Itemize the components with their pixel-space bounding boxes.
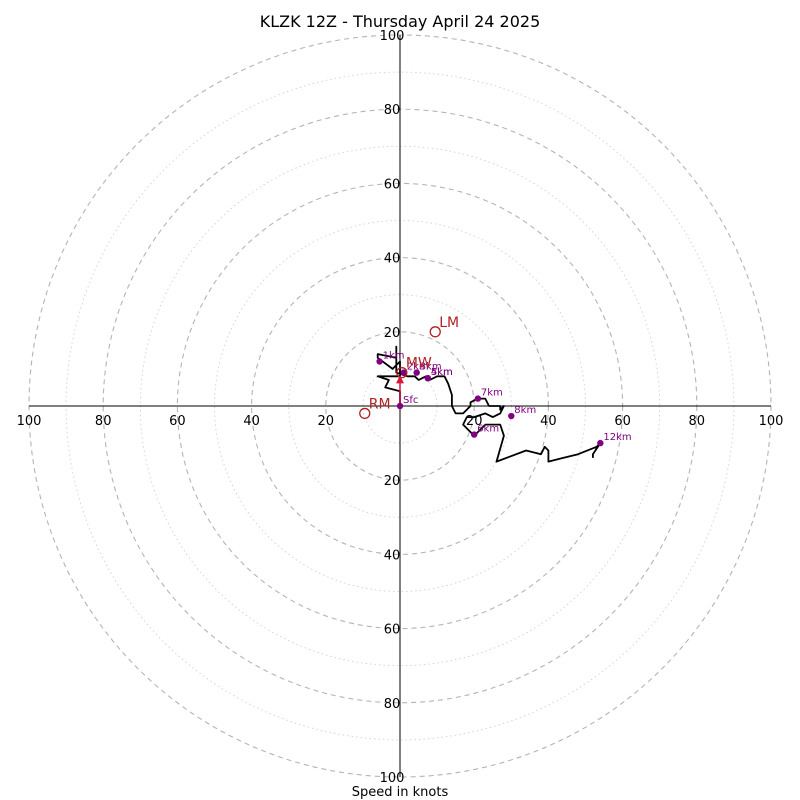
storm-motion-label: RM xyxy=(369,396,391,412)
x-tick-label: 80 xyxy=(689,414,706,429)
y-tick-label: 80 xyxy=(384,697,401,712)
shear-vector-arrowhead xyxy=(396,375,404,384)
hodograph-trace xyxy=(376,345,602,463)
x-tick-label: 20 xyxy=(318,414,335,429)
storm-motion-circle xyxy=(396,366,408,379)
height-marker-label: 4km xyxy=(431,367,453,378)
x-tick-label: 60 xyxy=(169,414,186,429)
chart-title: KLZK 12Z - Thursday April 24 2025 xyxy=(260,12,541,31)
height-marker-point xyxy=(471,431,478,438)
height-marker-label: 12km xyxy=(603,432,631,443)
x-tick-label: 40 xyxy=(243,414,260,429)
storm-motion-circle xyxy=(429,326,441,338)
height-marker-point xyxy=(396,402,404,410)
x-tick-label: 100 xyxy=(759,414,784,429)
height-marker-label: 8km xyxy=(514,405,536,416)
y-tick-label: 100 xyxy=(380,29,405,44)
height-marker-point xyxy=(413,369,420,376)
y-tick-label: 40 xyxy=(384,548,401,563)
shear-vector xyxy=(396,375,404,406)
height-marker-point xyxy=(424,374,432,382)
x-tick-label: 40 xyxy=(540,414,557,429)
height-marker-point xyxy=(597,439,604,447)
height-marker-label: 2km xyxy=(407,362,429,373)
height-marker-point xyxy=(376,358,383,365)
y-tick-label: 20 xyxy=(384,326,401,341)
y-tick-label: 20 xyxy=(384,474,401,489)
trace-line xyxy=(376,345,602,463)
height-marker-label: 6km xyxy=(477,424,499,435)
height-marker-label: 1km xyxy=(383,350,405,361)
storm-motion-label: MW xyxy=(406,356,432,372)
height-marker-label: 3km xyxy=(420,362,442,373)
height-marker-label: 7km xyxy=(481,388,503,399)
height-marker-point xyxy=(474,395,482,402)
x-tick-label: 60 xyxy=(614,414,631,429)
y-tick-label: 60 xyxy=(384,177,401,192)
height-marker-label: 5km xyxy=(431,367,453,378)
y-tick-label: 40 xyxy=(384,252,401,267)
height-marker-label: Sfc xyxy=(403,395,418,406)
storm-motion-circle xyxy=(359,407,371,420)
y-tick-label: 80 xyxy=(384,103,401,118)
y-tick-label: 60 xyxy=(384,623,401,638)
storm-motion-label: LM xyxy=(439,315,459,331)
tick-labels: 1001008080606040402020202040406060808010… xyxy=(17,29,784,786)
storm-motion-markers: LM MW RM xyxy=(359,315,459,420)
height-marker-point xyxy=(400,369,407,376)
y-tick-label: 100 xyxy=(380,771,405,786)
x-tick-label: 80 xyxy=(95,414,112,429)
height-marker-point xyxy=(508,412,515,420)
x-tick-label: 100 xyxy=(17,414,42,429)
x-axis-label: Speed in knots xyxy=(352,785,449,800)
